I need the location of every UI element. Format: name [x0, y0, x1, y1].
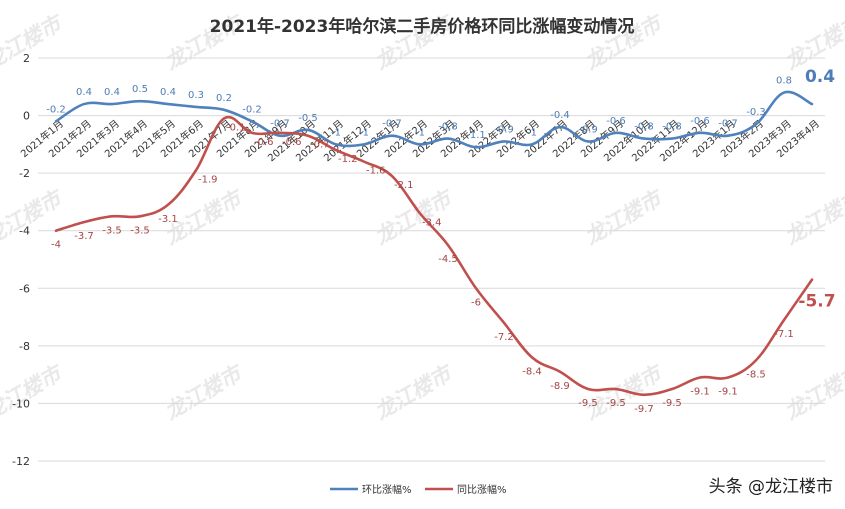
data-label-yoy: -9.1 [690, 387, 710, 398]
data-label-yoy: -2.1 [394, 180, 414, 191]
data-label-mom: -1 [527, 127, 537, 138]
y-tick-label: -2 [19, 167, 30, 180]
data-label-yoy: -8.5 [746, 369, 766, 380]
data-label-mom: -1 [415, 127, 425, 138]
data-label-mom: -0.4 [550, 110, 570, 121]
y-tick-label: 2 [23, 52, 30, 65]
data-label-yoy: -8.9 [550, 381, 570, 392]
data-label-mom: -0.5 [298, 113, 318, 124]
data-label-mom: 0.3 [188, 90, 204, 101]
data-labels: -0.20.4 0.4 0.5 0.4 0.3 0.2-0.2-0.7-0.5-1 -1-0… [46, 67, 835, 415]
data-label-mom: -0.2 [46, 104, 66, 115]
data-label-mom: -1 [331, 127, 341, 138]
series-layer [54, 90, 814, 397]
data-label-yoy: -1.2 [338, 154, 358, 165]
data-label-yoy: -5.7 [798, 292, 835, 312]
source-credit: 头条 @龙江楼市 [709, 477, 833, 497]
data-label-mom: -0.6 [606, 116, 626, 127]
data-label-yoy: -4 [51, 240, 61, 251]
data-label-yoy: -3.5 [102, 225, 122, 236]
legend-label-yoy: 同比涨幅% [457, 483, 507, 496]
legend-label-mom: 环比涨幅% [362, 483, 412, 496]
chart-title: 2021年-2023年哈尔滨二手房价格环同比涨幅变动情况 [210, 16, 635, 37]
data-label-mom: 0.5 [132, 84, 148, 95]
data-label-yoy: -0.1 [226, 122, 246, 133]
data-label-mom: 0.4 [76, 87, 92, 98]
data-label-yoy: -7.2 [494, 332, 514, 343]
data-label-mom: -0.7 [382, 119, 402, 130]
data-label-mom: 0.4 [805, 67, 835, 87]
data-label-mom: 0.2 [216, 93, 232, 104]
legend: 环比涨幅% 同比涨幅% [330, 483, 507, 496]
data-label-yoy: -1.6 [366, 166, 386, 177]
data-label-yoy: -3.5 [130, 225, 150, 236]
data-label-mom: -0.8 [438, 122, 458, 133]
data-label-yoy: -7.1 [774, 329, 794, 340]
data-label-mom: -0.9 [494, 124, 514, 135]
data-label-yoy: -3.7 [74, 231, 94, 242]
data-label-mom: -0.7 [718, 119, 738, 130]
data-label-mom: -0.6 [690, 116, 710, 127]
data-label-yoy: -0.6 [282, 137, 302, 148]
y-tick-label: -6 [19, 282, 30, 295]
data-label-mom: 0.4 [104, 87, 120, 98]
data-label-yoy: -0.6 [254, 137, 274, 148]
y-tick-label: -4 [19, 225, 30, 238]
data-label-yoy: -9.5 [578, 398, 598, 409]
data-label-mom: -0.2 [242, 104, 262, 115]
gridlines [38, 57, 825, 462]
data-label-mom: -1 [359, 127, 369, 138]
data-label-yoy: -0.7 [310, 140, 330, 151]
data-label-yoy: -9.1 [718, 387, 738, 398]
data-label-yoy: -3.4 [422, 217, 442, 228]
y-tick-label: 0 [23, 110, 30, 123]
data-label-mom: -0.3 [746, 107, 766, 118]
data-label-yoy: -3.1 [158, 214, 178, 225]
y-tick-label: -12 [12, 455, 30, 468]
data-label-mom: 0.8 [776, 76, 792, 87]
data-label-yoy: -9.7 [634, 404, 654, 415]
y-axis-ticks: 2 0 -2 -4 -6 -8 -10 -12 [12, 52, 30, 468]
data-label-mom: -0.9 [578, 124, 598, 135]
data-label-mom: -0.7 [270, 119, 290, 130]
series-line-yoy [54, 115, 814, 397]
data-label-mom: 0.4 [160, 87, 176, 98]
data-label-yoy: -6 [471, 297, 481, 308]
data-label-mom: -1.1 [466, 130, 486, 141]
data-label-yoy: -8.4 [522, 366, 542, 377]
data-label-yoy: -9.5 [606, 398, 626, 409]
y-tick-label: -10 [12, 397, 30, 410]
data-label-yoy: -9.5 [662, 398, 682, 409]
data-label-yoy: -1.9 [198, 174, 218, 185]
y-tick-label: -8 [19, 340, 30, 353]
data-label-yoy: -4.5 [438, 254, 458, 265]
data-label-mom: -0.8 [662, 122, 682, 133]
series-line-mom [54, 90, 814, 149]
data-label-mom: -0.8 [634, 122, 654, 133]
